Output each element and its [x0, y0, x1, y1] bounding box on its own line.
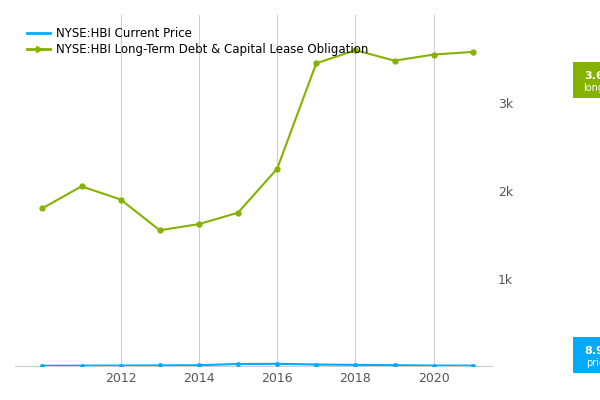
Text: long_t: long_t — [584, 82, 600, 93]
Text: 3.6K: 3.6K — [584, 70, 600, 80]
Legend: NYSE:HBI Current Price, NYSE:HBI Long-Term Debt & Capital Lease Obligation: NYSE:HBI Current Price, NYSE:HBI Long-Te… — [21, 21, 374, 62]
Text: 8.95: 8.95 — [585, 346, 600, 356]
Text: price: price — [586, 358, 600, 368]
